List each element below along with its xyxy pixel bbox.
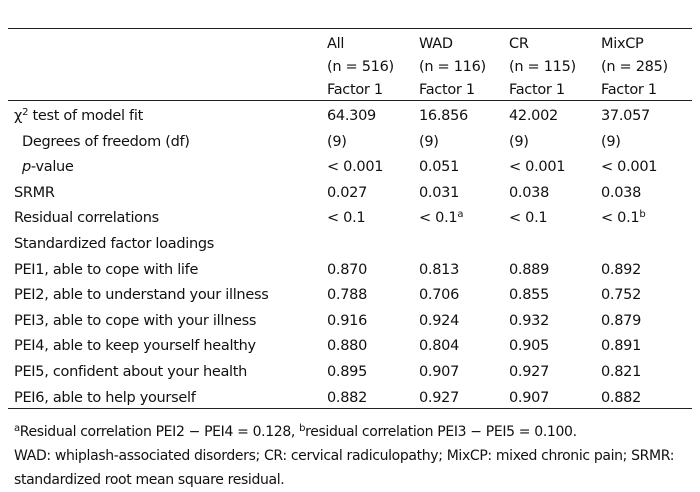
row-label: PEI1, able to cope with life — [14, 261, 199, 278]
column-name: All — [327, 36, 345, 52]
value-cell: 0.051 — [419, 159, 460, 176]
value-cell: 0.932 — [509, 312, 550, 329]
value-cell: 0.804 — [419, 338, 460, 355]
value-cell: 0.916 — [327, 312, 368, 329]
value-cell: 0.821 — [601, 364, 642, 380]
value-cell: 64.309 — [327, 108, 376, 124]
column-name: WAD — [419, 36, 453, 52]
value-cell: < 0.001 — [327, 159, 384, 176]
value-cell: 0.038 — [509, 184, 550, 201]
top-rule — [8, 28, 692, 29]
value-cell: 0.891 — [601, 338, 642, 355]
value-cell: 16.856 — [419, 108, 468, 124]
value-cell: < 0.1a — [419, 208, 463, 228]
footnotes: aResidual correlation PEI2 − PEI4 = 0.12… — [14, 420, 694, 492]
value-cell: < 0.1 — [327, 210, 366, 227]
text-segment: χ — [14, 108, 23, 124]
column-name: MixCP — [601, 36, 644, 52]
value-cell: 0.880 — [327, 338, 368, 355]
text-segment: Residual correlation PEI2 − PEI4 = 0.128… — [19, 424, 300, 440]
column-factor: Factor 1 — [509, 82, 565, 98]
value-cell: 0.905 — [509, 338, 550, 355]
text-segment: residual correlation PEI3 − PEI5 = 0.100… — [305, 424, 577, 440]
value-cell: (9) — [509, 133, 529, 150]
value-cell: 0.907 — [419, 364, 460, 380]
value-cell: 0.882 — [327, 389, 368, 406]
value-cell: < 0.001 — [509, 159, 566, 176]
value-cell: < 0.1b — [601, 208, 646, 228]
value-cell: 0.879 — [601, 312, 642, 329]
text-segment: a — [457, 209, 464, 221]
value-cell: 0.889 — [509, 261, 550, 278]
text-segment: p — [22, 159, 31, 176]
bottom-rule — [8, 408, 692, 409]
value-cell: 0.855 — [509, 287, 550, 304]
value-cell: 0.927 — [509, 364, 550, 380]
value-cell: 0.892 — [601, 261, 642, 278]
value-cell: 0.788 — [327, 287, 368, 304]
value-cell: (9) — [601, 133, 621, 150]
value-cell: 0.752 — [601, 287, 642, 304]
text-segment: < 0.1 — [601, 210, 640, 227]
value-cell: < 0.001 — [601, 159, 658, 176]
value-cell: 0.882 — [601, 389, 642, 406]
text-segment: 2 — [22, 107, 29, 118]
text-segment: b — [639, 209, 646, 221]
row-label: PEI4, able to keep yourself healthy — [14, 338, 256, 355]
value-cell: 0.706 — [419, 287, 460, 304]
text-segment: a — [14, 423, 20, 434]
row-label: Residual correlations — [14, 210, 159, 227]
value-cell: 0.813 — [419, 261, 460, 278]
row-label: SRMR — [14, 184, 55, 201]
row-label: PEI5, confident about your health — [14, 364, 248, 380]
value-cell: 42.002 — [509, 108, 558, 124]
column-n: (n = 115) — [509, 59, 576, 75]
value-cell: 0.924 — [419, 312, 460, 329]
footnote: WAD: whiplash-associated disorders; CR: … — [14, 448, 675, 488]
column-n: (n = 285) — [601, 59, 668, 75]
value-cell: 0.038 — [601, 184, 642, 201]
value-cell: 0.027 — [327, 184, 368, 201]
value-cell: 37.057 — [601, 108, 650, 124]
value-cell: < 0.1 — [509, 210, 548, 227]
row-label: PEI3, able to cope with your illness — [14, 312, 257, 329]
value-cell: 0.907 — [509, 389, 550, 406]
value-cell: (9) — [419, 133, 439, 150]
text-segment: test of model fit — [28, 108, 143, 124]
row-label: Degrees of freedom (df) — [22, 133, 190, 150]
value-cell: (9) — [327, 133, 347, 150]
value-cell: 0.895 — [327, 364, 368, 380]
column-name: CR — [509, 36, 529, 52]
row-label: χ2 test of model fit — [14, 106, 143, 126]
row-label: PEI2, able to understand your illness — [14, 287, 269, 304]
value-cell: 0.927 — [419, 389, 460, 406]
text-segment: < 0.1 — [419, 210, 458, 227]
row-label: Standardized factor loadings — [14, 236, 214, 252]
row-label: PEI6, able to help yourself — [14, 389, 196, 406]
value-cell: 0.031 — [419, 184, 460, 201]
column-n: (n = 116) — [419, 59, 486, 75]
text-segment: b — [299, 423, 306, 434]
row-label: p-value — [22, 157, 74, 177]
column-factor: Factor 1 — [601, 82, 657, 98]
column-factor: Factor 1 — [419, 82, 475, 98]
column-n: (n = 516) — [327, 59, 394, 75]
text-segment: -value — [30, 159, 74, 176]
footnote: aResidual correlation PEI2 − PEI4 = 0.12… — [14, 420, 694, 444]
value-cell: 0.870 — [327, 261, 368, 278]
header-rule — [8, 100, 692, 101]
column-factor: Factor 1 — [327, 82, 383, 98]
